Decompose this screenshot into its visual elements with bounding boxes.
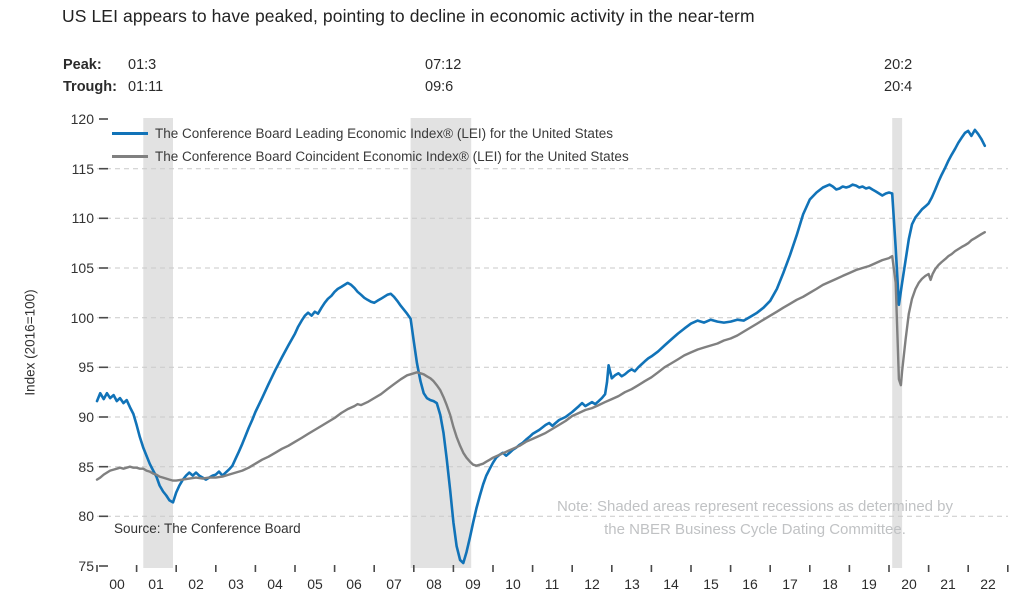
- x-axis-label: 12: [584, 576, 600, 592]
- y-axis-label: 120: [70, 111, 94, 127]
- x-axis-label: 18: [822, 576, 838, 592]
- recession-band: [410, 118, 472, 568]
- x-axis-label: 10: [505, 576, 521, 592]
- trough-label: Trough:: [63, 79, 117, 95]
- y-axis-label: 90: [78, 409, 94, 425]
- x-axis-label: 19: [861, 576, 877, 592]
- x-axis-label: 15: [703, 576, 719, 592]
- y-axis-label: 110: [71, 210, 94, 226]
- x-axis-label: 14: [663, 576, 679, 592]
- x-axis-label: 16: [742, 576, 758, 592]
- x-axis-label: 06: [346, 576, 362, 592]
- x-axis-label: 05: [307, 576, 323, 592]
- trough-value-2009: 09:6: [425, 79, 454, 95]
- x-axis-label: 21: [940, 576, 956, 592]
- x-axis-label: 08: [426, 576, 442, 592]
- x-axis-label: 22: [980, 576, 996, 592]
- peak-value-2007: 07:12: [425, 57, 462, 73]
- x-axis-label: 02: [188, 576, 204, 592]
- legend-label-lei: The Conference Board Leading Economic In…: [155, 125, 613, 141]
- x-axis-label: 20: [901, 576, 917, 592]
- x-axis-label: 13: [624, 576, 640, 592]
- y-axis-label: 85: [78, 459, 94, 475]
- source-text: Source: The Conference Board: [114, 521, 301, 536]
- y-axis-label: 105: [70, 260, 94, 276]
- peak-label: Peak:: [63, 57, 102, 73]
- peak-value-2020: 20:2: [884, 57, 913, 73]
- x-axis-label: 11: [544, 576, 560, 592]
- coincident-line-swatch: [112, 154, 148, 158]
- trough-value-2020: 20:4: [884, 79, 913, 95]
- coincident-line: [95, 230, 986, 482]
- x-axis-label: 01: [148, 576, 164, 592]
- x-axis-label: 03: [228, 576, 244, 592]
- y-axis-title: Index (2016=100): [22, 289, 38, 396]
- page-title: US LEI appears to have peaked, pointing …: [62, 6, 755, 26]
- trough-value-2001: 01:11: [128, 79, 164, 95]
- y-axis-label: 95: [78, 359, 94, 375]
- y-axis-label: 115: [71, 161, 94, 177]
- lei-line-swatch: [112, 131, 148, 135]
- y-axis-label: 75: [78, 558, 94, 574]
- x-axis-label: 07: [386, 576, 402, 592]
- x-axis-label: 00: [109, 576, 125, 592]
- x-axis-label: 09: [465, 576, 481, 592]
- recession-band: [143, 118, 173, 568]
- x-axis-label: 04: [267, 576, 283, 592]
- peak-value-2001: 01:3: [128, 57, 157, 73]
- y-axis-label: 100: [70, 310, 94, 326]
- legend-label-coincident: The Conference Board Coincident Economic…: [155, 148, 629, 164]
- recession-note: Note: Shaded areas represent recessions …: [498, 495, 1012, 541]
- recession-note-line2: the NBER Business Cycle Dating Committee…: [604, 521, 906, 538]
- recession-note-line1: Note: Shaded areas represent recessions …: [556, 498, 954, 515]
- x-axis-label: 17: [782, 576, 798, 592]
- legend-item-lei: The Conference Board Leading Economic In…: [112, 125, 613, 141]
- legend-item-coincident: The Conference Board Coincident Economic…: [112, 148, 629, 164]
- y-axis-label: 80: [78, 508, 94, 524]
